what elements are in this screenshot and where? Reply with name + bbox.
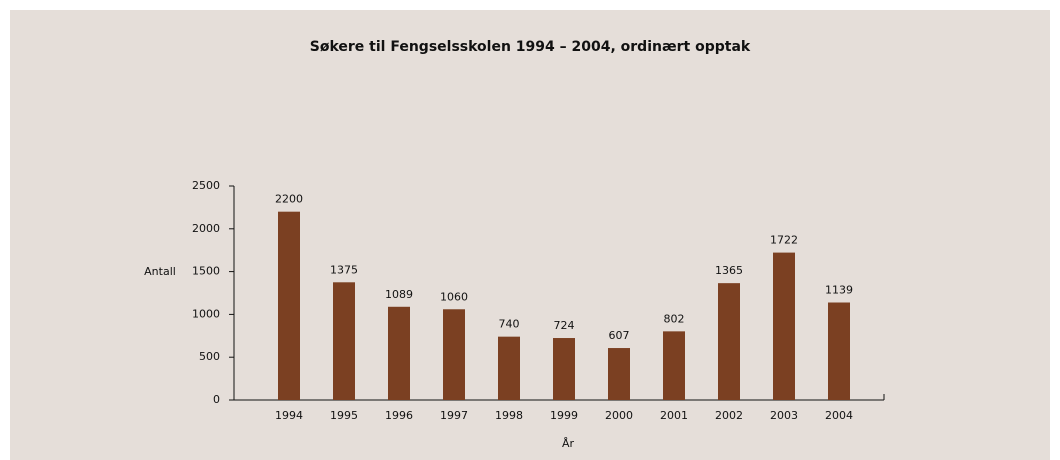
bar xyxy=(663,331,685,400)
bar xyxy=(278,211,300,400)
data-label: 1722 xyxy=(770,234,798,247)
bar xyxy=(553,338,575,400)
bar xyxy=(498,336,520,400)
y-tick-label: 0 xyxy=(213,393,220,406)
bar xyxy=(773,252,795,400)
x-tick-label: 1999 xyxy=(550,409,578,422)
x-tick-label: 1995 xyxy=(330,409,358,422)
data-label: 1089 xyxy=(385,288,413,301)
bar xyxy=(608,348,630,400)
bar xyxy=(333,282,355,400)
chart-title: Søkere til Fengselsskolen 1994 – 2004, o… xyxy=(310,39,751,55)
data-label: 1139 xyxy=(825,284,853,297)
x-axis-label: År xyxy=(562,437,575,450)
x-tick-label: 2000 xyxy=(605,409,633,422)
data-label: 607 xyxy=(609,329,630,342)
x-tick-label: 1998 xyxy=(495,409,523,422)
data-label: 740 xyxy=(499,318,520,331)
y-tick-label: 1000 xyxy=(192,307,220,320)
x-tick-label: 1994 xyxy=(275,409,303,422)
bar xyxy=(443,309,465,400)
y-tick-label: 500 xyxy=(199,350,220,363)
x-tick-label: 1997 xyxy=(440,409,468,422)
bar xyxy=(718,283,740,400)
data-label: 1375 xyxy=(330,263,358,276)
bar xyxy=(388,306,410,400)
x-tick-label: 2003 xyxy=(770,409,798,422)
background xyxy=(10,10,1050,460)
x-tick-label: 1996 xyxy=(385,409,413,422)
bar xyxy=(828,302,850,400)
y-tick-label: 2000 xyxy=(192,222,220,235)
data-label: 724 xyxy=(554,319,575,332)
data-label: 1060 xyxy=(440,290,468,303)
data-label: 802 xyxy=(664,312,685,325)
y-tick-label: 1500 xyxy=(192,265,220,278)
x-tick-label: 2001 xyxy=(660,409,688,422)
x-tick-label: 2002 xyxy=(715,409,743,422)
y-axis-label: Antall xyxy=(144,265,176,278)
y-tick-label: 2500 xyxy=(192,179,220,192)
data-label: 2200 xyxy=(275,193,303,206)
data-label: 1365 xyxy=(715,264,743,277)
x-tick-label: 2004 xyxy=(825,409,853,422)
